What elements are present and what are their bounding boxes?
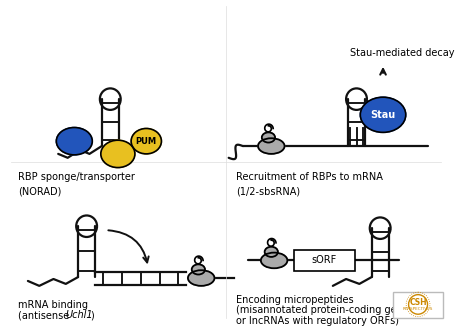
Text: (misannotated protein-coding genes: (misannotated protein-coding genes: [236, 305, 414, 316]
Text: sORF: sORF: [312, 255, 337, 266]
Ellipse shape: [258, 138, 284, 154]
Text: mRNA binding: mRNA binding: [18, 299, 89, 310]
Text: Uchl1: Uchl1: [66, 310, 93, 320]
Text: RBP sponge/transporter
(NORAD): RBP sponge/transporter (NORAD): [18, 172, 135, 196]
Text: Stau-mediated decay: Stau-mediated decay: [350, 48, 455, 58]
Ellipse shape: [192, 264, 205, 274]
Text: ): ): [91, 310, 94, 320]
Ellipse shape: [264, 247, 278, 257]
Text: (antisense: (antisense: [18, 310, 73, 320]
Ellipse shape: [101, 140, 135, 167]
Ellipse shape: [360, 97, 406, 132]
Text: Recruitment of RBPs to mRNA
(1/2-sbsRNA): Recruitment of RBPs to mRNA (1/2-sbsRNA): [236, 172, 383, 196]
Ellipse shape: [56, 128, 92, 155]
FancyBboxPatch shape: [294, 250, 355, 271]
Text: PUM: PUM: [136, 137, 157, 146]
Text: or lncRNAs with regulatory ORFs): or lncRNAs with regulatory ORFs): [236, 316, 399, 326]
Ellipse shape: [188, 270, 214, 286]
Text: CSH: CSH: [409, 298, 427, 307]
Text: PERSPECTIVES: PERSPECTIVES: [403, 307, 433, 311]
FancyBboxPatch shape: [393, 292, 443, 318]
Ellipse shape: [131, 128, 162, 154]
Text: Stau: Stau: [370, 110, 396, 120]
Text: Encoding micropeptides: Encoding micropeptides: [236, 295, 354, 305]
Ellipse shape: [261, 253, 287, 268]
Ellipse shape: [262, 132, 275, 142]
